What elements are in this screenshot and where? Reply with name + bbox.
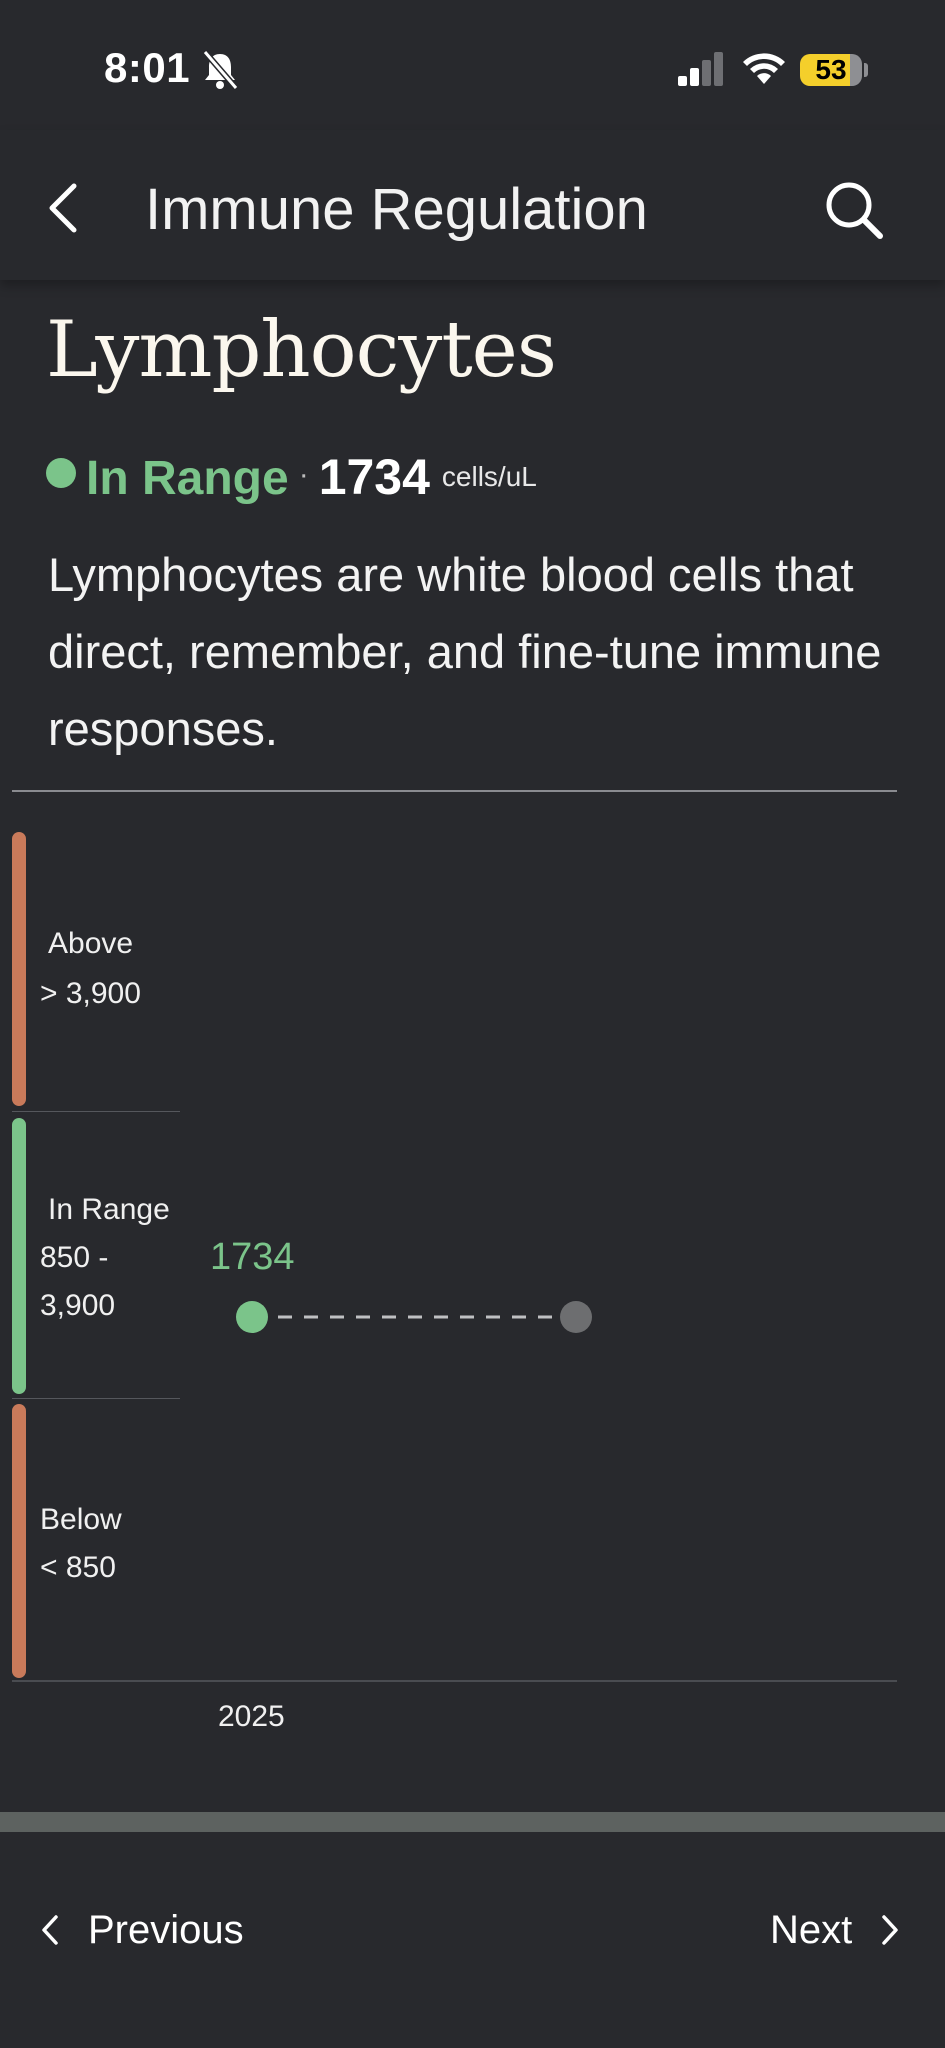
- wifi-icon: [743, 53, 785, 84]
- band-range-in-range-1: 850 -: [40, 1241, 109, 1274]
- band-label-above: Above: [48, 927, 134, 960]
- x-tick-label: 2025: [218, 1700, 285, 1733]
- band-label-below: Below: [40, 1503, 122, 1536]
- band-range-in-range-2: 3,900: [40, 1289, 116, 1322]
- band-range-below: < 850: [40, 1551, 116, 1584]
- band-bar-below: [12, 1404, 26, 1678]
- battery-cap: [864, 63, 868, 77]
- band-divider: [12, 1398, 180, 1399]
- bell-off-icon: [202, 50, 239, 90]
- status-time: 8:01: [104, 44, 191, 91]
- next-button[interactable]: Next: [770, 1900, 902, 1960]
- section-divider: [12, 790, 897, 792]
- status-dot: [46, 458, 76, 488]
- band-bar-in-range: [12, 1118, 26, 1394]
- marker-value: 1734: [318, 449, 430, 505]
- battery-level: 53: [815, 54, 847, 85]
- chart-baseline: [12, 1680, 897, 1682]
- page-title: Lymphocytes: [46, 305, 557, 395]
- previous-label: Previous: [88, 1907, 244, 1952]
- previous-button[interactable]: Previous: [38, 1900, 244, 1960]
- chevron-right-icon: [882, 1915, 898, 1945]
- band-bar-above: [12, 832, 26, 1106]
- marker-description: Lymphocytes are white blood cells that d…: [48, 548, 882, 755]
- status-label: In Range: [86, 452, 289, 505]
- chart-plot: [236, 1301, 592, 1333]
- signal-icon: [678, 52, 723, 86]
- data-point-label: 1734: [210, 1236, 295, 1278]
- data-point: [236, 1301, 268, 1333]
- separator-dot: ·: [298, 458, 309, 491]
- band-label-in-range: In Range: [48, 1193, 170, 1226]
- battery-icon: [800, 54, 850, 86]
- status-row: In Range · 1734 cells/uL: [46, 448, 537, 508]
- chevron-left-icon: [42, 1915, 58, 1945]
- header-title: Immune Regulation: [145, 177, 648, 242]
- projected-point: [560, 1301, 592, 1333]
- band-range-above: > 3,900: [40, 977, 141, 1010]
- band-divider: [12, 1111, 180, 1112]
- search-icon[interactable]: [822, 178, 886, 242]
- chevron-left-icon[interactable]: [44, 180, 84, 236]
- app-header: [0, 130, 945, 280]
- marker-unit: cells/uL: [441, 461, 537, 492]
- footer-divider-bar: [0, 1812, 945, 1832]
- next-label: Next: [770, 1907, 853, 1952]
